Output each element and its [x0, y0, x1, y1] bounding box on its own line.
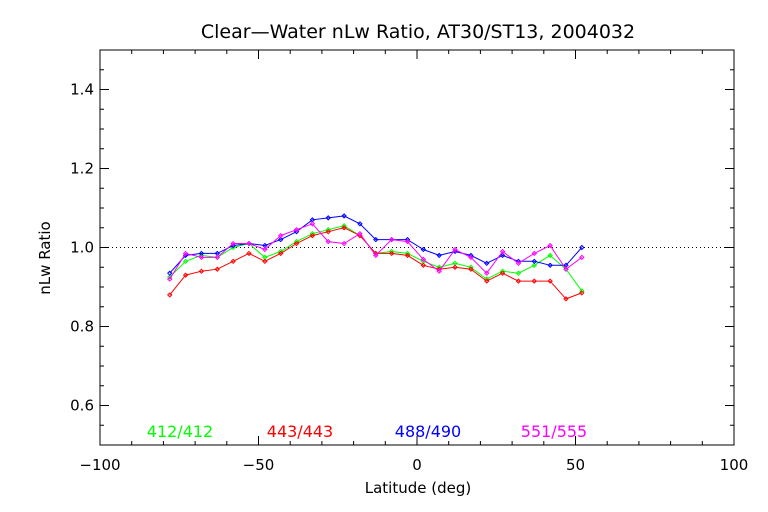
- data-point: [325, 215, 331, 221]
- data-point: [531, 258, 537, 265]
- series-488-490: [167, 213, 585, 276]
- data-point: [373, 252, 379, 259]
- data-point: [388, 236, 395, 243]
- data-point: [499, 248, 506, 255]
- data-point: [499, 270, 506, 276]
- chart-title: Clear—Water nLw Ratio, AT30/ST13, 200403…: [201, 21, 635, 43]
- legend-entry: 551/555: [521, 422, 587, 441]
- data-point: [341, 240, 347, 247]
- data-point: [484, 278, 490, 284]
- data-point: [246, 240, 252, 247]
- legend-entry: 412/412: [147, 422, 213, 441]
- data-point: [515, 270, 522, 276]
- data-point: [373, 236, 379, 243]
- data-point: [325, 238, 331, 245]
- data-point: [563, 266, 569, 272]
- data-point: [182, 258, 189, 265]
- data-point: [198, 254, 205, 261]
- series-layer: [167, 213, 585, 302]
- data-point: [579, 244, 585, 251]
- y-tick-label: 1.2: [70, 160, 94, 178]
- data-point: [262, 246, 268, 253]
- y-tick-label: 0.8: [70, 318, 94, 336]
- data-point: [198, 268, 205, 274]
- data-point: [182, 250, 189, 257]
- data-point: [420, 262, 427, 268]
- y-tick-label: 1.0: [70, 239, 94, 257]
- data-point: [182, 272, 189, 278]
- x-tick-label: 0: [412, 456, 422, 474]
- x-tick-label: −100: [79, 456, 120, 474]
- data-point: [246, 250, 252, 257]
- data-point: [357, 230, 363, 237]
- x-axis-label: Latitude (deg): [365, 479, 471, 497]
- data-point: [452, 246, 458, 253]
- data-point: [293, 240, 300, 247]
- axis-ticks: −100 −50 0 50 100 0.6 0.8 1.0 1.2 1.4: [70, 49, 749, 474]
- data-point: [388, 250, 395, 257]
- legend: 412/412 443/443 488/490 551/555: [147, 422, 587, 441]
- data-point: [293, 227, 300, 233]
- data-point: [515, 278, 522, 284]
- data-point: [325, 228, 331, 235]
- data-point: [484, 270, 490, 276]
- data-point: [167, 292, 173, 298]
- series-551-555: [167, 221, 585, 282]
- data-point: [214, 266, 220, 272]
- data-point: [563, 296, 569, 302]
- data-point: [436, 268, 442, 274]
- data-point: [579, 254, 585, 261]
- data-point: [341, 225, 347, 231]
- data-point: [452, 264, 458, 270]
- series-line: [169, 223, 583, 280]
- data-point: [309, 232, 316, 239]
- data-point: [436, 252, 442, 259]
- series-412-412: [167, 223, 585, 294]
- data-point: [468, 254, 474, 261]
- data-point: [404, 252, 411, 259]
- data-point: [531, 250, 537, 257]
- data-point: [262, 258, 268, 265]
- data-point: [341, 213, 347, 219]
- data-point: [499, 252, 506, 259]
- data-point: [547, 262, 553, 268]
- x-tick-label: 100: [720, 456, 749, 474]
- data-point: [357, 221, 363, 227]
- data-point: [277, 236, 284, 243]
- data-point: [579, 288, 585, 294]
- data-point: [309, 221, 316, 227]
- data-point: [420, 256, 427, 263]
- data-point: [547, 278, 553, 284]
- data-point: [547, 252, 553, 259]
- data-point: [277, 250, 284, 257]
- data-point: [167, 276, 173, 282]
- data-point: [230, 240, 236, 247]
- y-tick-label: 0.6: [70, 397, 94, 415]
- data-point: [167, 270, 173, 276]
- x-tick-label: −50: [243, 456, 275, 474]
- data-point: [420, 246, 427, 253]
- data-point: [579, 290, 585, 296]
- data-point: [404, 238, 411, 245]
- data-point: [214, 254, 220, 261]
- data-point: [531, 278, 537, 284]
- legend-entry: 488/490: [395, 422, 461, 441]
- data-point: [531, 262, 537, 268]
- data-point: [484, 260, 490, 267]
- data-point: [277, 232, 284, 239]
- y-axis-label: nLw Ratio: [36, 221, 54, 294]
- data-point: [468, 266, 474, 272]
- x-tick-label: 50: [566, 456, 585, 474]
- data-point: [547, 242, 553, 249]
- y-tick-label: 1.4: [70, 81, 94, 99]
- legend-entry: 443/443: [267, 422, 333, 441]
- data-point: [230, 258, 236, 265]
- data-point: [515, 260, 522, 267]
